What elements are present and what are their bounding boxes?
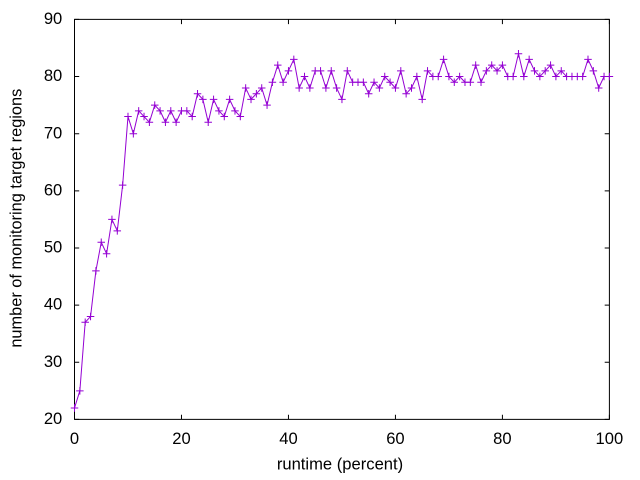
svg-text:100: 100 (596, 429, 624, 448)
svg-text:30: 30 (44, 352, 62, 371)
svg-text:40: 40 (279, 429, 297, 448)
svg-text:0: 0 (70, 429, 79, 448)
svg-text:number of monitoring target re: number of monitoring target regions (7, 89, 25, 348)
svg-text:runtime (percent): runtime (percent) (277, 455, 403, 474)
svg-text:80: 80 (493, 429, 511, 448)
svg-text:20: 20 (44, 409, 62, 428)
svg-text:50: 50 (44, 238, 62, 257)
svg-text:80: 80 (44, 66, 62, 85)
svg-text:60: 60 (44, 180, 62, 199)
svg-text:60: 60 (386, 429, 404, 448)
svg-text:90: 90 (44, 9, 62, 28)
svg-text:70: 70 (44, 123, 62, 142)
svg-text:20: 20 (172, 429, 190, 448)
svg-text:40: 40 (44, 295, 62, 314)
